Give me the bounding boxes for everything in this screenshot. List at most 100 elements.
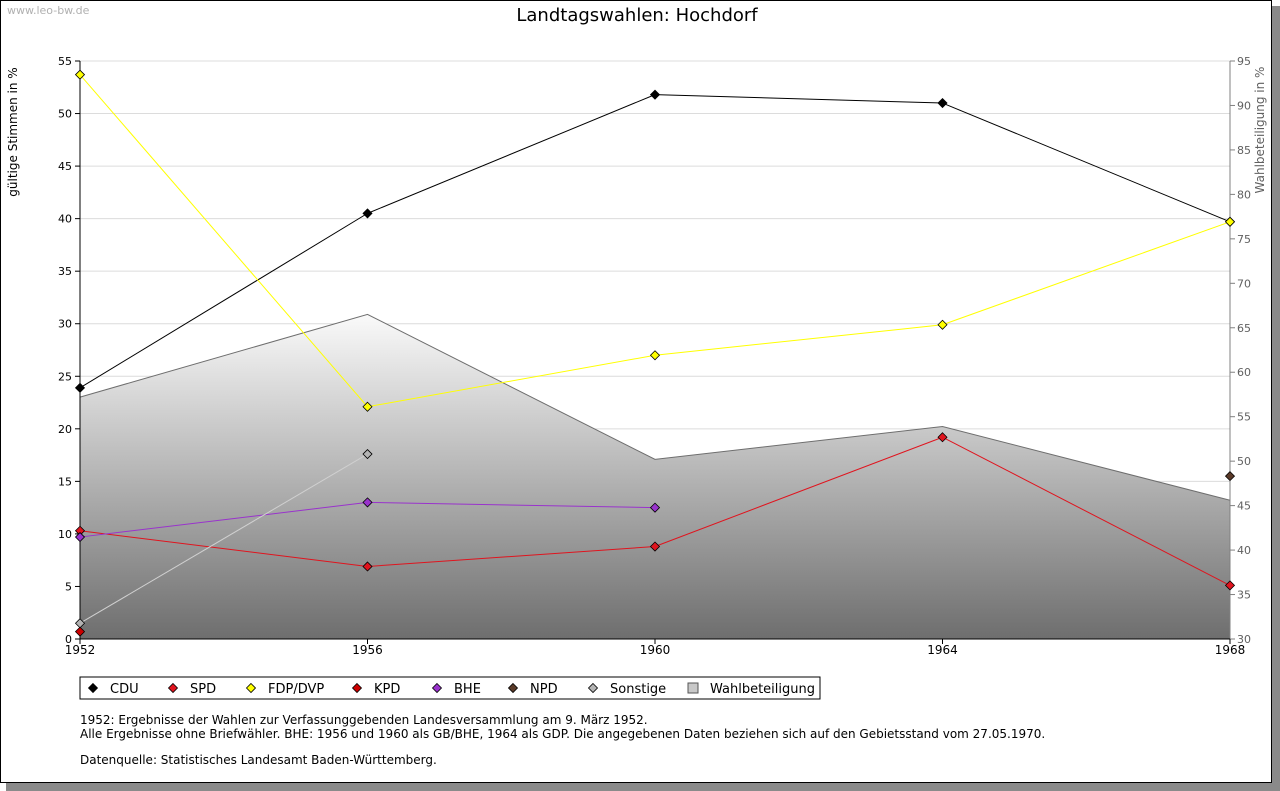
y2-tick-label: 50 xyxy=(1237,455,1251,468)
y-tick-label: 45 xyxy=(58,160,72,173)
data-point-sonstige xyxy=(74,618,86,629)
y-axis-label: gültige Stimmen in % xyxy=(6,67,20,196)
legend: CDU SPD FDP/DVP KPD BHE NPD Sonstige Wahlbeteil… xyxy=(79,676,821,700)
legend-label: BHE xyxy=(454,682,481,697)
legend-marker xyxy=(87,682,99,694)
legend-label: FDP/DVP xyxy=(268,682,324,697)
y2-tick-label: 85 xyxy=(1237,144,1251,157)
series-line-spd xyxy=(79,530,368,567)
data-point-fdpdvp xyxy=(74,69,86,80)
note-general: Alle Ergebnisse ohne Briefwähler. BHE: 1… xyxy=(80,727,1046,741)
turnout-area-fill xyxy=(80,314,1230,639)
data-point-fdpdvp xyxy=(937,319,948,330)
y2-tick-label: 90 xyxy=(1237,99,1251,112)
data-point-cdu xyxy=(74,382,86,393)
y-tick-label: 40 xyxy=(58,213,72,226)
legend-marker xyxy=(245,682,257,694)
y2-tick-label: 60 xyxy=(1237,366,1251,379)
legend-label: NPD xyxy=(530,682,558,697)
y2-tick-label: 75 xyxy=(1237,233,1251,246)
legend-label: Sonstige xyxy=(610,682,666,697)
watermark: www.leo-bw.de xyxy=(7,4,90,17)
series-line-spd xyxy=(654,436,943,547)
data-point-sonstige xyxy=(362,448,373,460)
data-point-npd xyxy=(1224,471,1236,482)
axes xyxy=(75,60,1235,644)
data-point-fdpdvp xyxy=(1224,216,1236,227)
data-point-spd xyxy=(649,541,661,552)
legend-marker xyxy=(587,682,599,694)
legend-label: SPD xyxy=(190,682,216,697)
legend-marker xyxy=(507,682,519,694)
series-line-cdu xyxy=(942,102,1231,223)
frame-shadow-bottom xyxy=(6,783,1280,791)
data-point-spd xyxy=(362,561,373,572)
data-point-cdu xyxy=(937,97,948,109)
y-tick-label: 55 xyxy=(58,55,72,68)
data-point-kpd xyxy=(74,626,86,637)
legend-marker xyxy=(167,682,179,694)
y2-tick-label: 55 xyxy=(1237,411,1251,424)
series-line-fdpdvp xyxy=(654,324,943,356)
y2-tick-label: 35 xyxy=(1237,589,1251,602)
x-tick-label: 1968 xyxy=(1215,643,1246,657)
data-point-spd xyxy=(937,432,948,443)
series-line-fdpdvp xyxy=(79,74,368,408)
series-line-cdu xyxy=(79,212,368,389)
y2-tick-label: 45 xyxy=(1237,500,1251,513)
legend-box xyxy=(79,676,821,700)
legend-marker xyxy=(351,682,363,694)
note-source: Datenquelle: Statistisches Landesamt Bad… xyxy=(80,753,437,767)
y-tick-label: 50 xyxy=(58,108,72,121)
y-tick-label: 35 xyxy=(58,265,72,278)
series-line-sonstige xyxy=(79,453,368,624)
y2-tick-label: 80 xyxy=(1237,188,1251,201)
line-chart: 0 5 10 15 20 25 30 35 40 45 50 55 30 35 40 45 50 55 60 65 70… xyxy=(6,5,1267,700)
legend-label: Wahlbeteiligung xyxy=(710,682,815,697)
series-lines xyxy=(74,69,1236,637)
series-line-bhe xyxy=(367,501,656,509)
y2-axis-label: Wahlbeteiligung in % xyxy=(1253,67,1267,194)
series-line-spd xyxy=(942,436,1231,586)
series-line-fdpdvp xyxy=(367,354,656,408)
y2-tick-label: 70 xyxy=(1237,277,1251,290)
x-tick-label: 1956 xyxy=(352,643,383,657)
data-point-bhe xyxy=(649,502,661,513)
series-line-fdpdvp xyxy=(942,221,1231,326)
series-line-cdu xyxy=(654,94,943,104)
data-point-fdpdvp xyxy=(649,350,661,361)
x-tick-label: 1964 xyxy=(927,643,958,657)
data-point-fdpdvp xyxy=(362,401,373,412)
turnout-area xyxy=(79,313,1231,639)
data-point-cdu xyxy=(362,208,373,219)
series-line-cdu xyxy=(367,94,656,214)
y-tick-label: 25 xyxy=(58,370,72,383)
y2-tick-label: 30 xyxy=(1237,633,1251,646)
x-tick-label: 1952 xyxy=(65,643,96,657)
frame-shadow-right xyxy=(1272,6,1280,791)
legend-marker xyxy=(431,682,443,694)
series-line-bhe xyxy=(79,501,368,538)
legend-label: KPD xyxy=(374,682,400,697)
tick-labels: 0 5 10 15 20 25 30 35 40 45 50 55 30 35 40 45 50 55 60 65 70… xyxy=(58,55,1251,657)
y-tick-label: 10 xyxy=(58,528,72,541)
y-tick-label: 5 xyxy=(65,580,72,593)
y-tick-label: 0 xyxy=(65,633,72,646)
y-tick-label: 30 xyxy=(58,318,72,331)
data-point-spd xyxy=(1224,580,1236,591)
data-point-cdu xyxy=(649,89,661,100)
legend-label: CDU xyxy=(110,682,139,697)
chart-title: Landtagswahlen: Hochdorf xyxy=(516,5,758,26)
legend-swatch xyxy=(687,682,699,694)
series-line-spd xyxy=(367,546,656,567)
turnout-area-line xyxy=(79,313,1231,501)
y2-tick-label: 40 xyxy=(1237,544,1251,557)
data-point-bhe xyxy=(362,497,373,508)
y-tick-label: 20 xyxy=(58,423,72,436)
note-1952: 1952: Ergebnisse der Wahlen zur Verfassu… xyxy=(80,713,648,727)
y2-tick-label: 65 xyxy=(1237,322,1251,335)
y2-tick-label: 95 xyxy=(1237,55,1251,68)
y-tick-label: 15 xyxy=(58,475,72,488)
data-point-bhe xyxy=(74,531,86,543)
x-tick-label: 1960 xyxy=(640,643,671,657)
